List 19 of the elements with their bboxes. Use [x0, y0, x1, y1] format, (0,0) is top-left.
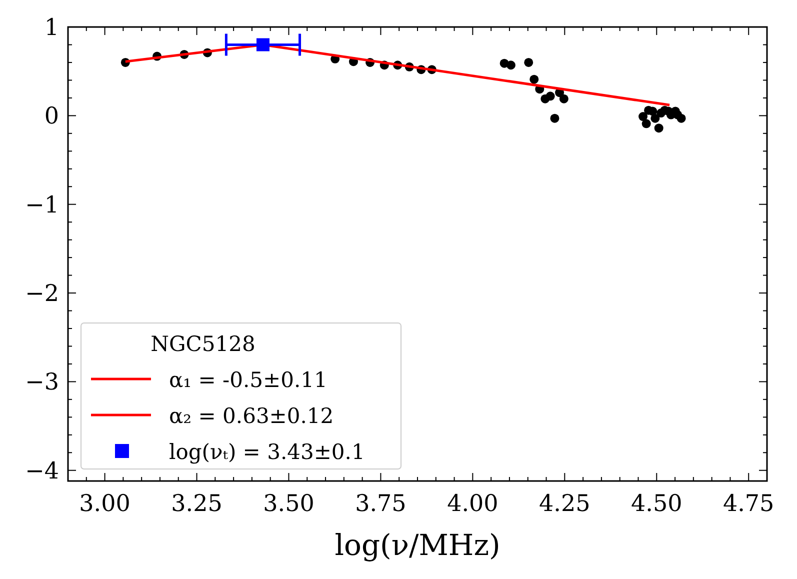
y-tick-label: −2 [25, 281, 59, 308]
x-tick-label: 3.00 [79, 491, 130, 517]
y-tick-label: 0 [44, 104, 59, 130]
x-tick-label: 3.75 [355, 491, 406, 517]
x-tick-label: 3.25 [171, 491, 222, 517]
y-tick-label: −3 [25, 370, 59, 396]
legend-label: α₁ = -0.5±0.11 [169, 368, 328, 392]
legend-label: log(νₜ) = 3.43±0.1 [169, 440, 365, 464]
x-tick-label: 4.00 [447, 491, 498, 517]
y-tick-label: −1 [25, 192, 59, 218]
x-tick-label: 3.50 [263, 491, 314, 517]
y-tick-label: −4 [25, 458, 59, 484]
x-tick-label: 4.50 [631, 491, 682, 517]
legend-title: NGC5128 [150, 332, 256, 356]
y-tick-label: 1 [44, 15, 59, 41]
x-tick-label: 4.75 [722, 491, 774, 517]
x-axis-title: log(ν/MHz) [334, 528, 500, 562]
x-tick-label: 4.25 [539, 491, 590, 517]
legend-label: α₂ = 0.63±0.12 [169, 404, 334, 428]
